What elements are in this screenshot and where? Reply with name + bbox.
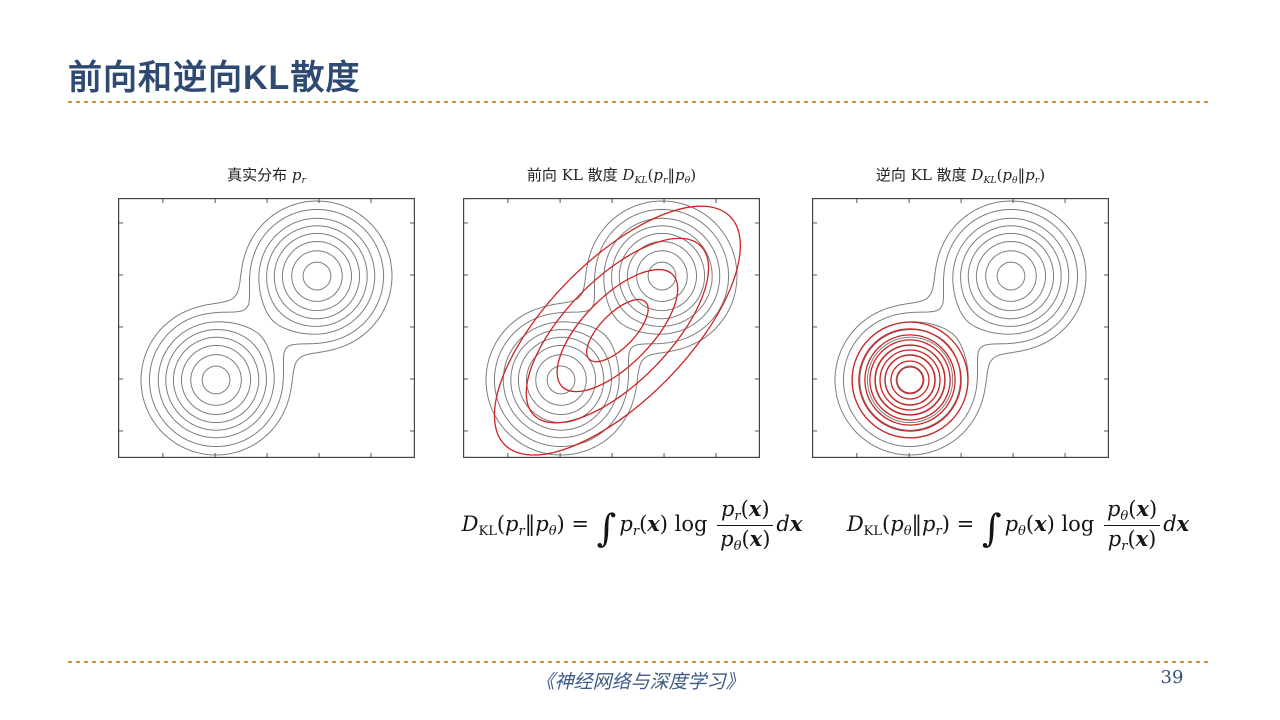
page-title: 前向和逆向KL散度 (68, 59, 361, 97)
figure-panel-forward-kl: 前向 KL 散度 DKL(pr‖pθ) (463, 158, 760, 458)
contour-plot-forward-kl (463, 198, 760, 458)
formula-forward-kl: DKL(pr‖pθ) = ∫ pr(x) log pr(x) pθ(x) dx (461, 496, 803, 555)
footer-book-title: 《神经网络与深度学习》 (535, 671, 745, 693)
footer-divider (68, 661, 1212, 663)
plot-title-forward-kl: 前向 KL 散度 DKL(pr‖pθ) (526, 166, 697, 186)
page-number: 39 (1160, 667, 1184, 688)
contour-plot-reverse-kl (812, 198, 1109, 458)
contour-plot-true-distribution (118, 198, 415, 458)
figure-panel-true-distribution: 真实分布 pr (118, 158, 415, 458)
formula-reverse-kl: DKL(pθ‖pr) = ∫ pθ(x) log pθ(x) pr(x) dx (846, 496, 1190, 555)
title-divider (68, 101, 1212, 103)
plot-title-reverse-kl: 逆向 KL 散度 DKL(pθ‖pr) (875, 166, 1046, 186)
plot-title-true-distribution: 真实分布 pr (227, 166, 306, 186)
figure-panel-reverse-kl: 逆向 KL 散度 DKL(pθ‖pr) (812, 158, 1109, 458)
